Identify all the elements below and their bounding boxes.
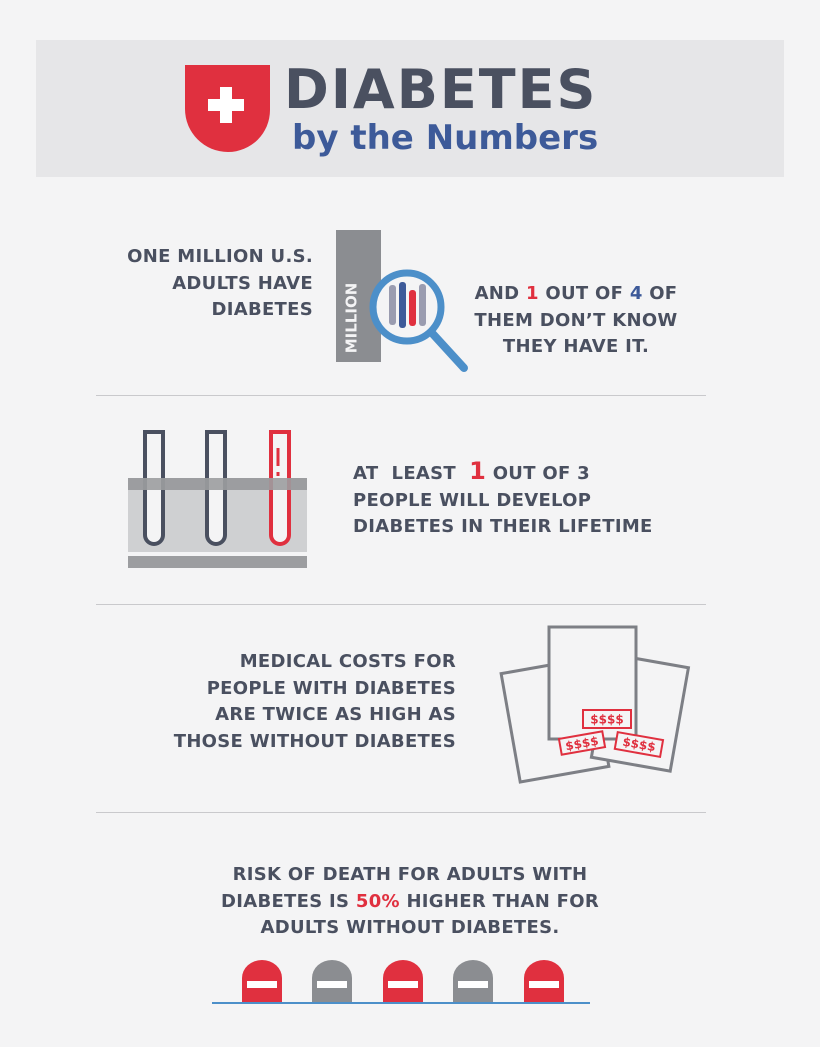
text-block: MEDICAL COSTS FOR PEOPLE WITH DIABETES ARE…	[174, 649, 456, 755]
text-line: PEOPLE WILL DEVELOP	[353, 488, 653, 515]
text-line: ADULTS WITHOUT DIABETES.	[110, 915, 710, 942]
text: DIABETES IS	[220, 890, 356, 912]
bill-label: $$$$	[564, 734, 599, 754]
text: THEY HAVE IT.	[502, 336, 650, 357]
highlight: 1	[525, 283, 539, 304]
text: PEOPLE WITH DIABETES	[206, 677, 456, 699]
text-block: AT LEAST 1 OUT OF 3 PEOPLE WILL DEVELOP DI…	[353, 458, 653, 541]
documents	[499, 625, 691, 784]
text-line: THEM DON’T KNOW	[440, 308, 712, 335]
tombstones	[242, 960, 564, 1003]
text-line: ADULTS HAVE	[127, 271, 313, 298]
text: DIABETES	[211, 299, 313, 320]
text-line: AT LEAST 1 OUT OF 3	[353, 458, 653, 488]
tombstone-bar	[317, 981, 347, 988]
tombstone-bar	[247, 981, 277, 988]
logo-cross	[220, 87, 232, 123]
text: HIGHER THAN FOR	[399, 890, 600, 912]
bills	[557, 709, 665, 759]
text-block: RISK OF DEATH FOR ADULTS WITH DIABETES IS…	[110, 862, 710, 942]
text: ADULTS HAVE	[172, 272, 313, 294]
highlight: 50%	[355, 890, 400, 912]
text: AND	[474, 283, 526, 304]
text: AT LEAST	[353, 463, 470, 484]
header	[36, 40, 784, 177]
text-block: ONE MILLION U.S. ADULTS HAVE DIABETES	[127, 244, 313, 324]
highlight: 1	[469, 457, 487, 485]
magnifier-handle	[428, 329, 468, 372]
text-line: THOSE WITHOUT DIABETES	[174, 729, 456, 756]
text-line: MEDICAL COSTS FOR	[174, 649, 456, 676]
text: THOSE WITHOUT DIABETES	[173, 730, 456, 752]
text: THEM DON’T KNOW	[474, 309, 678, 331]
text-line: DIABETES IN THEIR LIFETIME	[353, 514, 653, 541]
text: ONE MILLION U.S.	[127, 246, 313, 267]
divider	[96, 812, 706, 813]
text-line: PEOPLE WITH DIABETES	[174, 676, 456, 703]
text-line: AND 1 OUT OF 4 OF	[440, 281, 712, 308]
million-icon	[336, 230, 381, 362]
text: OUT OF 3	[486, 463, 590, 484]
highlight: 4	[629, 283, 643, 304]
tombstone-bar	[529, 981, 559, 988]
text: RISK OF DEATH FOR ADULTS WITH	[232, 864, 588, 885]
text: DIABETES IN THEIR LIFETIME	[353, 516, 653, 537]
text: OUT OF	[538, 283, 630, 304]
text: PEOPLE WILL DEVELOP	[353, 489, 592, 511]
bill-label: $$$$	[621, 735, 656, 755]
icon-text: MILLION	[343, 283, 361, 354]
text: MEDICAL COSTS FOR	[239, 651, 456, 672]
tombstone-bar	[458, 981, 488, 988]
divider	[96, 604, 706, 605]
text-line: ONE MILLION U.S.	[127, 244, 313, 271]
title: DIABETES	[284, 58, 598, 121]
text: OF	[642, 283, 678, 304]
text-line: THEY HAVE IT.	[440, 334, 712, 361]
rack	[128, 556, 307, 568]
tubes	[143, 430, 291, 546]
bill-label: $$$$	[590, 713, 623, 727]
text-line: ARE TWICE AS HIGH AS	[174, 702, 456, 729]
text: ARE TWICE AS HIGH AS	[215, 704, 456, 725]
text-line: DIABETES IS 50% HIGHER THAN FOR	[110, 889, 710, 916]
people	[389, 282, 426, 328]
subtitle: by the Numbers	[292, 118, 599, 158]
tombstone-bar	[388, 981, 418, 988]
divider	[96, 395, 706, 396]
text-line: DIABETES	[127, 297, 313, 324]
text: ADULTS WITHOUT DIABETES.	[260, 917, 560, 938]
text-block: AND 1 OUT OF 4 OF THEM DON’T KNOW THEY HAV…	[440, 281, 712, 361]
text-line: RISK OF DEATH FOR ADULTS WITH	[110, 862, 710, 889]
